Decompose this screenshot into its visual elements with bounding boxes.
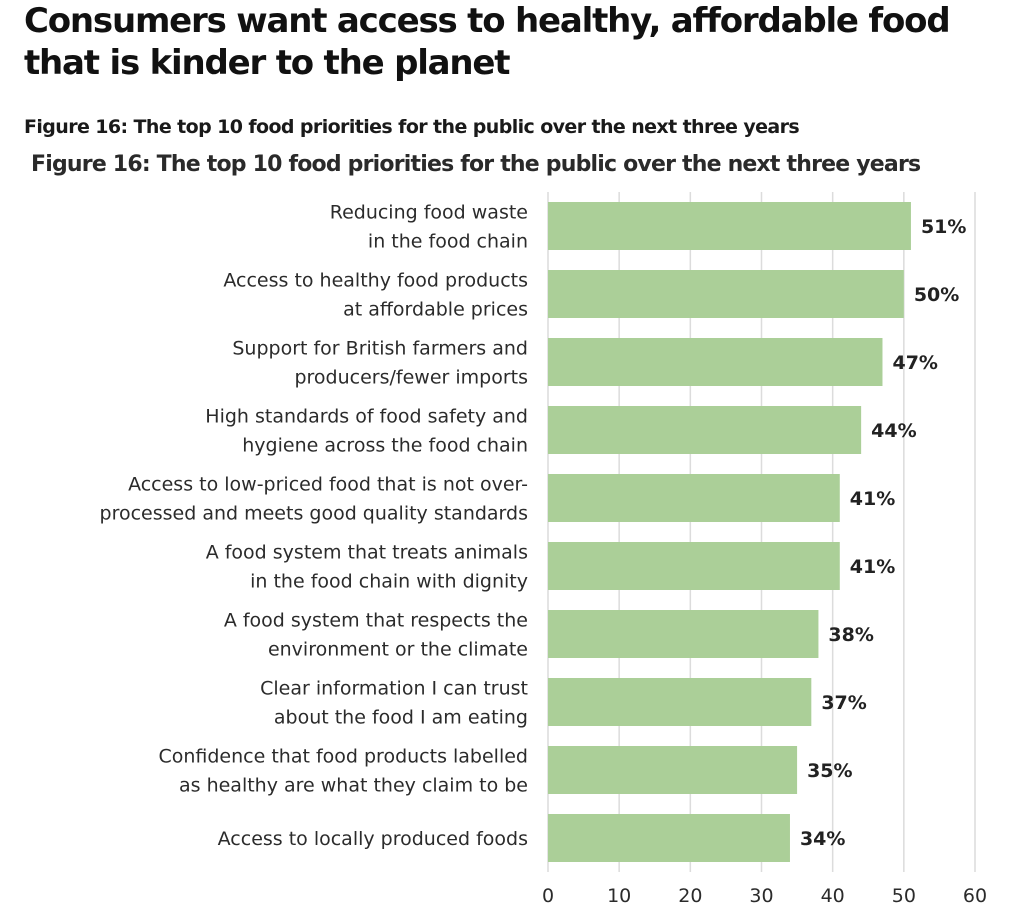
x-tick-label: 40 bbox=[821, 885, 845, 907]
x-axis: 0 10 20 30 40 50 60 bbox=[542, 885, 987, 907]
category-label: Clear information I can trust about the f… bbox=[260, 678, 528, 729]
value-label: 35% bbox=[807, 760, 852, 782]
x-tick-label: 60 bbox=[963, 885, 987, 907]
x-tick-label: 30 bbox=[749, 885, 773, 907]
category-label: Access to locally produced foods bbox=[218, 828, 528, 850]
value-label: 44% bbox=[871, 420, 916, 442]
value-label: 38% bbox=[828, 624, 873, 646]
category-label: High standards of food safety and hygiene… bbox=[205, 406, 528, 457]
bar bbox=[548, 270, 904, 318]
category-label: Support for British farmers and producers… bbox=[232, 338, 528, 389]
category-label: Reducing food waste in the food chain bbox=[330, 202, 528, 253]
bars bbox=[548, 202, 911, 862]
category-labels: Reducing food waste in the food chain Acce… bbox=[100, 202, 528, 851]
value-label: 41% bbox=[850, 488, 895, 510]
x-tick-label: 10 bbox=[607, 885, 631, 907]
bar bbox=[548, 542, 840, 590]
figure-caption: Figure 16: The top 10 food priorities fo… bbox=[24, 116, 800, 138]
value-label: 47% bbox=[892, 352, 937, 374]
page-headline: Consumers want access to healthy, afford… bbox=[24, 1, 951, 83]
bar bbox=[548, 202, 911, 250]
bar bbox=[548, 814, 790, 862]
bar bbox=[548, 474, 840, 522]
value-label: 41% bbox=[850, 556, 895, 578]
category-label: A food system that respects the environme… bbox=[224, 610, 528, 661]
chart-title: Figure 16: The top 10 food priorities fo… bbox=[31, 152, 921, 177]
bar bbox=[548, 406, 862, 454]
x-tick-label: 20 bbox=[678, 885, 702, 907]
value-label: 34% bbox=[800, 828, 845, 850]
bar bbox=[548, 746, 798, 794]
category-label: Access to healthy food products at afford… bbox=[223, 270, 528, 321]
bar bbox=[548, 338, 883, 386]
category-label: Confidence that food products labelled as… bbox=[158, 746, 528, 797]
value-label: 51% bbox=[921, 216, 966, 238]
bar bbox=[548, 610, 819, 658]
value-labels: 51% 50% 47% 44% 41% 41% 38% 37% 35% 34% bbox=[800, 216, 966, 850]
x-tick-label: 50 bbox=[892, 885, 916, 907]
value-label: 37% bbox=[821, 692, 866, 714]
category-label: Access to low-priced food that is not ov… bbox=[100, 474, 528, 525]
value-label: 50% bbox=[914, 284, 959, 306]
x-tick-label: 0 bbox=[542, 885, 554, 907]
bar bbox=[548, 678, 812, 726]
category-label: A food system that treats animals in the … bbox=[206, 542, 528, 593]
